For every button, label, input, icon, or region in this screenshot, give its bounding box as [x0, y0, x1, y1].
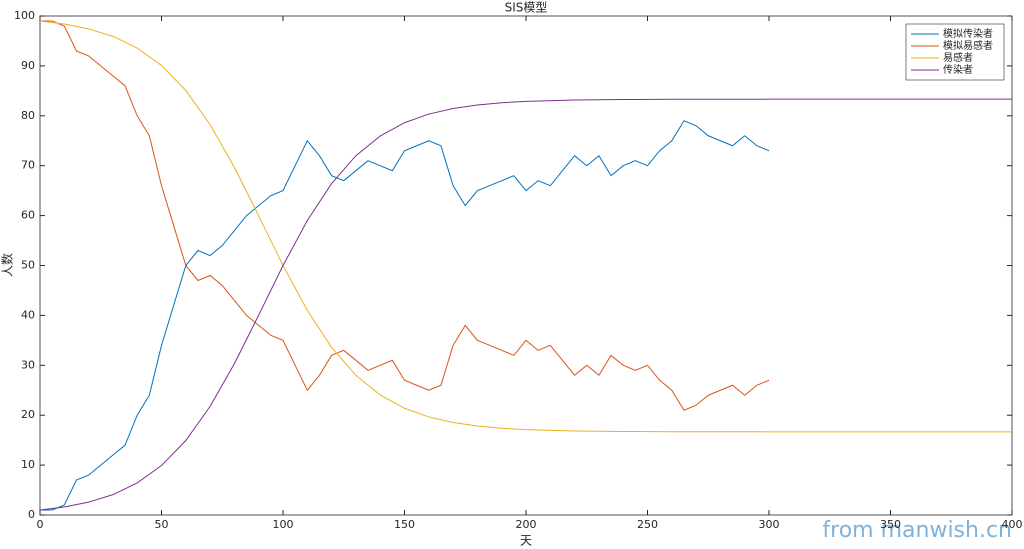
- x-tick-label: 400: [1002, 518, 1023, 531]
- series-line: [40, 20, 770, 411]
- legend-label: 模拟传染者: [943, 27, 993, 40]
- legend-label: 模拟易感者: [943, 39, 993, 52]
- series-line: [39, 98, 1012, 511]
- y-tick-label: 10: [21, 458, 35, 471]
- y-tick-label: 40: [21, 308, 35, 321]
- y-axis-label: 人数: [0, 253, 15, 277]
- y-tick-label: 0: [28, 508, 35, 521]
- x-axis-label: 天: [520, 534, 532, 548]
- legend-box: [905, 23, 1005, 81]
- watermark: from manwish.cn: [822, 518, 1012, 543]
- y-tick-label: 70: [21, 159, 35, 172]
- y-tick-label: 90: [21, 59, 35, 72]
- y-tick-label: 60: [21, 209, 35, 222]
- y-tick-label: 50: [21, 259, 35, 272]
- x-tick-label: 250: [637, 518, 658, 531]
- y-tick-label: 100: [14, 9, 35, 22]
- x-tick-label: 300: [759, 518, 780, 531]
- y-tick-label: 80: [21, 109, 35, 122]
- y-tick-label: 20: [21, 408, 35, 421]
- x-tick-label: 50: [155, 518, 169, 531]
- legend-label: 传染者: [943, 63, 973, 76]
- x-tick-label: 100: [273, 518, 294, 531]
- x-tick-label: 150: [394, 518, 415, 531]
- series-line: [40, 120, 770, 511]
- x-tick-label: 200: [516, 518, 537, 531]
- chart-title: SIS模型: [505, 1, 548, 15]
- legend-label: 易感者: [943, 51, 973, 64]
- x-tick-label: 0: [37, 518, 44, 531]
- series-line: [39, 20, 1012, 433]
- x-tick-label: 350: [880, 518, 901, 531]
- y-tick-label: 30: [21, 358, 35, 371]
